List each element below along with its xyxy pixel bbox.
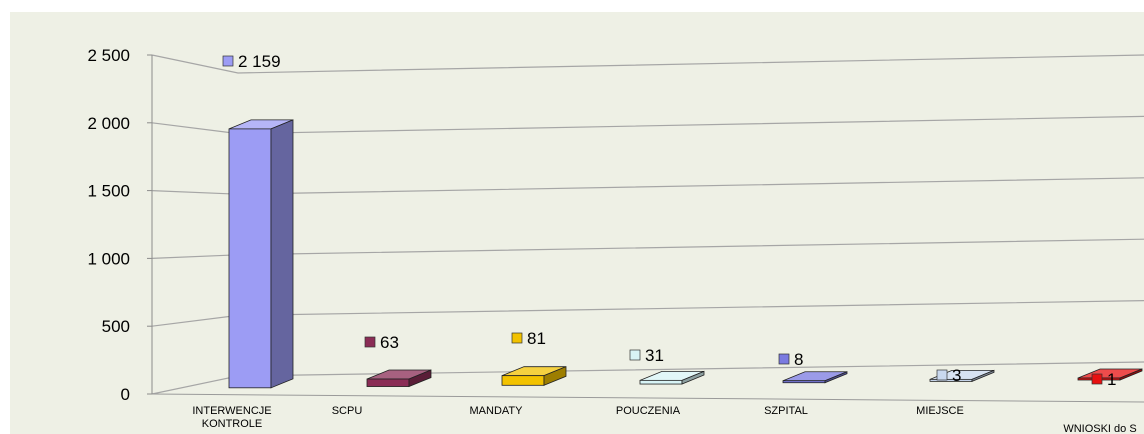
data-label: 2 159 xyxy=(222,52,281,71)
bar xyxy=(366,369,432,388)
bar xyxy=(782,371,848,384)
data-label-text: 2 159 xyxy=(238,52,281,71)
data-label-marker xyxy=(936,369,948,381)
bar xyxy=(639,370,705,385)
data-label-marker xyxy=(364,336,376,348)
bars xyxy=(228,119,1143,389)
bar-side xyxy=(681,370,705,385)
data-label-text: 3 xyxy=(952,366,961,385)
bar-front xyxy=(929,378,973,382)
data-label-text: 81 xyxy=(527,329,546,348)
bar-side xyxy=(1119,368,1143,381)
x-tick-label: SZPITAL xyxy=(764,405,808,417)
bar-side xyxy=(824,371,848,384)
bar xyxy=(501,366,567,386)
bar-front xyxy=(366,378,410,387)
bar-side xyxy=(543,366,567,386)
bar xyxy=(228,119,294,389)
bar-front xyxy=(501,375,545,386)
y-tick-label: 2 000 xyxy=(87,114,130,133)
data-label: 63 xyxy=(364,333,399,352)
data-label-marker xyxy=(511,332,523,344)
data-label-marker xyxy=(222,55,234,67)
data-label: 1 xyxy=(1091,370,1116,389)
data-label: 3 xyxy=(936,366,961,385)
chart-area xyxy=(10,12,1144,434)
x-tick-label: INTERWENCJE KONTROLE xyxy=(192,405,271,430)
data-label-marker xyxy=(1091,373,1103,385)
y-tick-label: 2 500 xyxy=(87,46,130,65)
data-label-text: 8 xyxy=(794,350,803,369)
bar-side xyxy=(270,119,294,389)
x-tick-label: MIEJSCE xyxy=(916,405,964,417)
x-tick-label: WNIOSKI do S xyxy=(1063,423,1136,434)
y-axis: 0 500 1 000 1 500 2 000 2 500 xyxy=(87,46,153,404)
data-label-text: 1 xyxy=(1107,370,1116,389)
bar-front xyxy=(782,380,826,384)
bar-front xyxy=(228,128,272,389)
x-tick-label: POUCZENIA xyxy=(616,405,681,417)
y-tick-label: 500 xyxy=(102,317,130,336)
bar-side xyxy=(971,369,995,382)
y-tick-label: 0 xyxy=(121,385,130,404)
data-label-marker xyxy=(778,353,790,365)
x-axis: INTERWENCJE KONTROLE SCPU MANDATY POUCZENIA S… xyxy=(192,405,1136,434)
data-label: 81 xyxy=(511,329,546,348)
data-label-text: 31 xyxy=(645,346,664,365)
bar-front xyxy=(639,379,683,385)
data-label-marker xyxy=(629,349,641,361)
y-tick-label: 1 000 xyxy=(87,249,130,268)
data-label-text: 63 xyxy=(380,333,399,352)
gridline xyxy=(151,54,1144,74)
bar-side xyxy=(408,369,432,388)
x-tick-label: MANDATY xyxy=(470,405,524,417)
x-tick-label: SCPU xyxy=(332,405,363,417)
data-label: 31 xyxy=(629,346,664,365)
floor-edge xyxy=(151,393,1144,403)
data-label: 8 xyxy=(778,350,803,369)
y-tick-label: 1 500 xyxy=(87,182,130,201)
